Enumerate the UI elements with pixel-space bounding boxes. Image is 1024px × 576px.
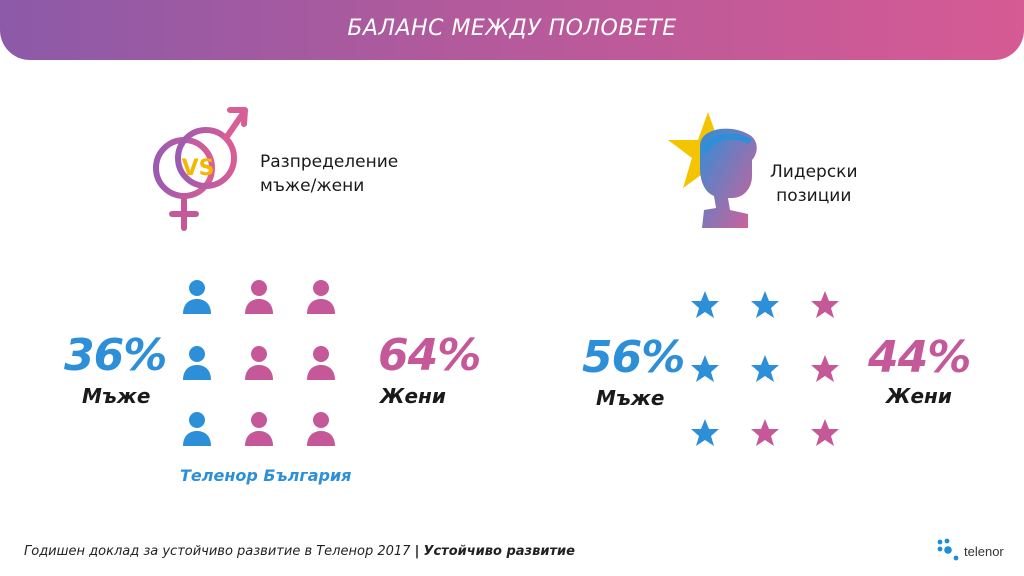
person-icon: [183, 280, 211, 314]
person-icon: [183, 346, 211, 380]
gender-vs-icon: VS: [153, 107, 248, 231]
vs-text: VS: [182, 156, 215, 181]
footer-separator: |: [414, 544, 420, 559]
person-icon: [307, 280, 335, 314]
page-title: БАЛАНС МЕЖДУ ПОЛОВЕТЕ: [347, 16, 677, 41]
person-icon: [245, 280, 273, 314]
left-heading-line1: Разпределение: [260, 152, 399, 172]
left-heading: Разпределение мъже/жени: [260, 150, 398, 198]
right-heading: Лидерски позиции: [770, 160, 858, 208]
telenor-logo-text: telenor: [964, 544, 1004, 559]
women-percent-left: 64%: [378, 330, 481, 381]
men-label-left: Мъже: [82, 384, 151, 408]
footer-section: Устойчиво развитие: [423, 544, 575, 559]
person-icon-grid: [180, 278, 350, 458]
women-label-left: Жени: [380, 384, 446, 408]
star-icon: [811, 419, 839, 446]
women-label-right: Жени: [886, 384, 952, 408]
footer: Годишен доклад за устойчиво развитие в Т…: [24, 544, 575, 559]
star-icon: [751, 355, 779, 382]
person-icon: [183, 412, 211, 446]
star-icon: [751, 419, 779, 446]
star-icon-grid: [690, 290, 850, 450]
telenor-logo-icon: [937, 538, 959, 561]
women-percent-right: 44%: [868, 332, 971, 383]
star-icon: [691, 355, 719, 382]
right-heading-line2: позиции: [776, 186, 852, 206]
person-icon: [307, 412, 335, 446]
star-icon: [751, 291, 779, 318]
person-icon: [307, 346, 335, 380]
men-percent-right: 56%: [582, 332, 685, 383]
footer-report: Годишен доклад за устойчиво развитие в Т…: [24, 544, 411, 559]
star-icon: [691, 291, 719, 318]
company-name: Теленор България: [180, 466, 352, 485]
leader-star-icon: [668, 112, 757, 228]
left-heading-line2: мъже/жени: [260, 176, 365, 196]
men-percent-left: 36%: [64, 330, 167, 381]
telenor-logo: telenor: [936, 536, 1016, 566]
header-banner: БАЛАНС МЕЖДУ ПОЛОВЕТЕ: [0, 0, 1024, 60]
star-icon: [811, 291, 839, 318]
person-icon: [245, 412, 273, 446]
person-icon: [245, 346, 273, 380]
men-label-right: Мъже: [596, 386, 665, 410]
right-heading-line1: Лидерски: [770, 162, 858, 182]
star-icon: [811, 355, 839, 382]
star-icon: [691, 419, 719, 446]
